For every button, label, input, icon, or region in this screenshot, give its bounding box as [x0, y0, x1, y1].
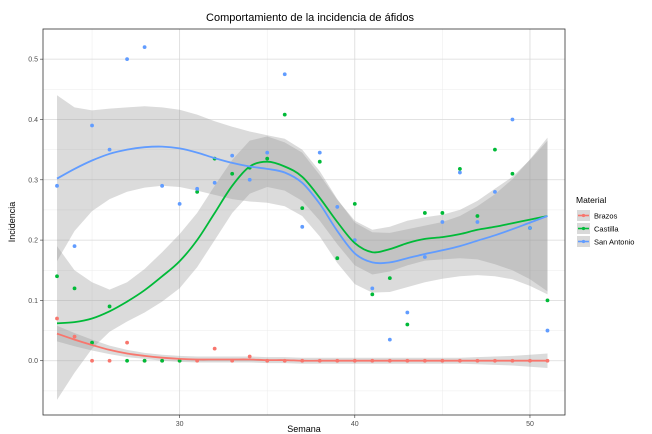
data-point-san-antonio — [493, 189, 497, 194]
data-point-san-antonio — [405, 310, 410, 315]
legend-dot-san-antonio — [581, 239, 586, 244]
data-point-castilla — [160, 358, 165, 363]
data-point-san-antonio — [160, 183, 165, 188]
y-axis-label: Incidencia — [7, 202, 17, 243]
confidence-band-san-antonio — [57, 95, 548, 295]
data-point-san-antonio — [90, 123, 94, 128]
data-point-brazos — [212, 346, 217, 351]
data-point-castilla — [265, 156, 270, 161]
data-point-san-antonio — [195, 186, 200, 191]
data-point-san-antonio — [475, 220, 480, 224]
data-point-castilla — [55, 274, 59, 279]
data-point-castilla — [335, 256, 340, 261]
legend-title: Material — [576, 195, 606, 205]
data-point-castilla — [317, 159, 322, 164]
data-point-san-antonio — [142, 45, 147, 49]
data-point-san-antonio — [230, 153, 235, 158]
data-point-brazos — [72, 334, 77, 339]
data-point-castilla — [125, 358, 129, 363]
data-point-castilla — [230, 171, 235, 176]
x-tick-label: 50 — [526, 421, 534, 428]
data-point-castilla — [493, 147, 497, 152]
data-point-san-antonio — [317, 150, 322, 155]
confidence-bands — [57, 95, 548, 400]
x-axis-label: Semana — [287, 424, 321, 434]
chart-title: Comportamiento de la incidencia de áfido… — [206, 12, 414, 24]
data-point-castilla — [195, 189, 200, 194]
data-point-san-antonio — [545, 328, 550, 333]
data-point-castilla — [107, 304, 112, 309]
legend-label-san-antonio: San Antonio — [594, 238, 634, 247]
data-point-san-antonio — [125, 57, 129, 62]
data-point-castilla — [370, 292, 375, 297]
y-tick-label: 0.0 — [28, 358, 38, 365]
confidence-band-brazos — [57, 325, 548, 368]
plot-panel — [42, 28, 566, 416]
x-tick-label: 30 — [176, 421, 184, 428]
data-point-san-antonio — [457, 170, 462, 175]
legend-dot-brazos — [581, 213, 586, 218]
data-point-san-antonio — [440, 220, 445, 224]
data-point-castilla — [422, 211, 427, 215]
y-tick-label: 0.3 — [28, 177, 38, 184]
data-point-castilla — [282, 112, 287, 117]
data-point-san-antonio — [177, 202, 182, 206]
data-point-san-antonio — [422, 255, 427, 259]
y-tick-label: 0.4 — [28, 117, 38, 124]
data-point-san-antonio — [387, 337, 392, 342]
confidence-band-castilla — [57, 136, 548, 400]
data-point-brazos — [107, 358, 112, 363]
x-axis: 30 40 50 — [176, 415, 534, 428]
legend-dot-castilla — [581, 226, 586, 231]
fit-line-brazos — [56, 332, 548, 362]
y-axis: 0.0 0.1 0.2 0.3 0.4 0.5 — [28, 57, 43, 365]
data-point-san-antonio — [55, 183, 59, 188]
fit-line-castilla — [56, 160, 548, 325]
data-point-san-antonio — [247, 177, 252, 182]
panel-border — [42, 28, 566, 416]
data-point-brazos — [125, 340, 129, 345]
data-point-castilla — [72, 286, 77, 291]
fit-lines — [56, 145, 548, 362]
y-tick-label: 0.1 — [28, 298, 38, 305]
y-tick-label: 0.5 — [28, 57, 38, 64]
legend-label-castilla: Castilla — [594, 225, 619, 234]
data-point-castilla — [510, 171, 515, 176]
data-point-castilla — [142, 358, 147, 363]
data-point-castilla — [475, 214, 480, 218]
data-point-san-antonio — [282, 72, 287, 77]
data-point-brazos — [55, 316, 59, 321]
data-point-san-antonio — [72, 244, 77, 249]
data-point-castilla — [387, 276, 392, 280]
data-point-brazos — [247, 354, 252, 359]
y-tick-label: 0.2 — [28, 238, 38, 245]
data-point-castilla — [352, 202, 357, 206]
data-point-san-antonio — [335, 205, 340, 209]
data-point-san-antonio — [300, 224, 305, 229]
data-point-san-antonio — [528, 226, 532, 230]
data-point-castilla — [90, 340, 94, 345]
data-point-san-antonio — [265, 150, 270, 155]
data-point-san-antonio — [370, 286, 375, 291]
data-point-brazos — [90, 358, 94, 363]
data-point-castilla — [405, 322, 410, 327]
data-point-castilla — [457, 167, 462, 171]
data-points — [55, 45, 550, 363]
data-point-san-antonio — [510, 117, 515, 122]
fit-line-san-antonio — [56, 145, 548, 265]
data-point-castilla — [440, 211, 445, 215]
data-point-san-antonio — [107, 147, 112, 152]
data-point-san-antonio — [212, 180, 217, 185]
data-point-castilla — [300, 206, 305, 211]
legend-label-brazos: Brazos — [594, 212, 618, 221]
data-point-castilla — [545, 298, 550, 303]
x-tick-label: 40 — [351, 421, 359, 428]
legend: Material Brazos Castilla San Antonio — [576, 195, 634, 247]
